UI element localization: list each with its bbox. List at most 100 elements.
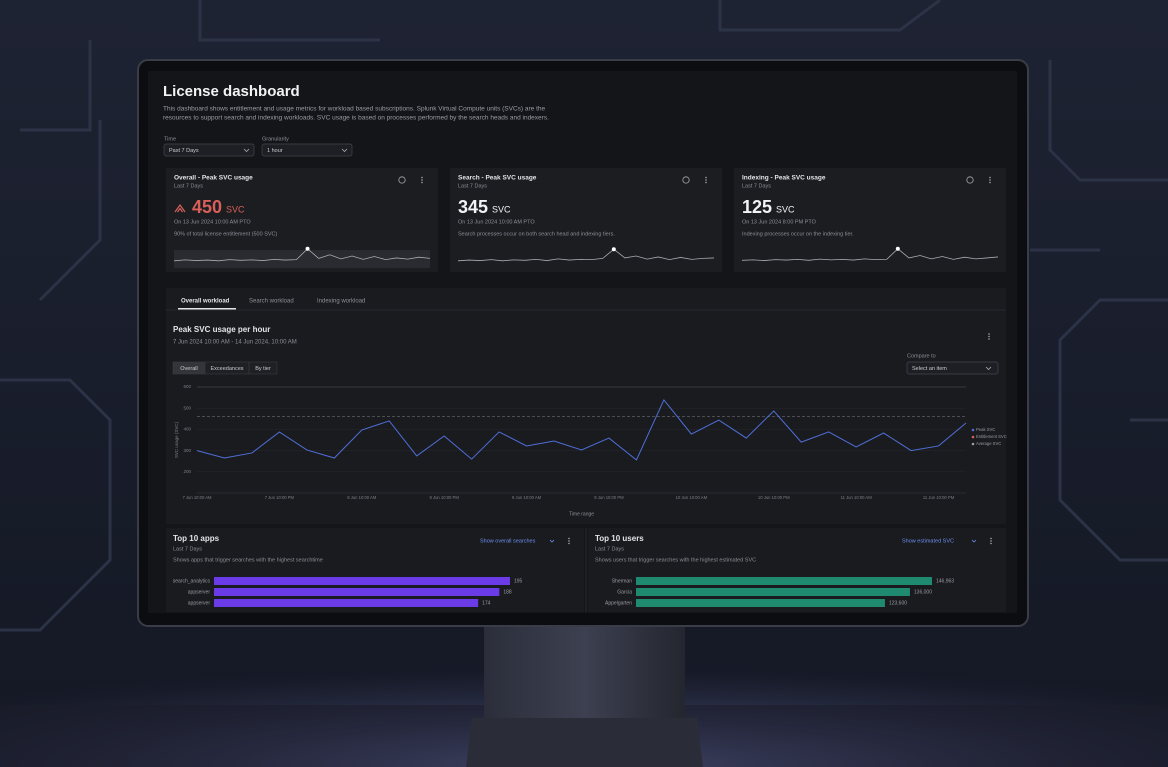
panel-description: Shows users that trigger searches with t…: [595, 557, 756, 563]
filter-select[interactable]: [163, 143, 255, 157]
info-icon[interactable]: [966, 176, 974, 184]
menu-dot: [421, 181, 423, 184]
top-panel: [166, 528, 584, 612]
card-note: Indexing processes occur on the indexing…: [742, 231, 854, 237]
sparkline-peak: [611, 247, 616, 252]
y-tick-label: 500: [183, 405, 191, 410]
bar: [214, 599, 479, 607]
line-series: [196, 398, 967, 461]
circuit-decor: [0, 0, 1168, 632]
toggle-label: Overall: [180, 366, 197, 372]
sparkline: [173, 248, 431, 262]
card-date: On 13 Jun 2024 10:00 AM PTO: [458, 219, 535, 225]
x-tick-label: 11 Jun 10:00 AM: [841, 495, 873, 500]
card-title: Overall - Peak SVC usage: [174, 175, 253, 182]
card-value: 345: [458, 197, 488, 217]
monitor-stand: [484, 620, 685, 720]
x-tick-label: 10 Jun 10:00 AM: [676, 495, 708, 500]
dropdown-caret: [971, 539, 977, 543]
sparkline-peak: [305, 246, 310, 251]
menu-dot: [989, 181, 991, 184]
menu-dot: [988, 333, 990, 335]
x-tick-label: 7 Jun 10:00 PM: [265, 495, 295, 500]
legend-swatch: [971, 428, 975, 432]
bar-label: Appelgarten: [605, 600, 632, 606]
tab-underline: [178, 308, 236, 310]
card-date: On 13 Jun 2024 10:00 AM PTO: [174, 219, 251, 225]
info-icon[interactable]: [682, 176, 690, 184]
menu-dot: [990, 540, 992, 542]
bar: [214, 588, 500, 596]
legend-label: Entitlement SVC: [976, 434, 1007, 439]
card-subtitle: Last 7 Days: [174, 183, 203, 189]
card-unit: SVC: [226, 204, 245, 214]
filter-label: Granularity: [262, 136, 289, 142]
panel-link[interactable]: Show overall searches: [480, 538, 536, 544]
menu-dot: [421, 176, 423, 179]
bar-value: 136,000: [914, 589, 932, 595]
compare-select[interactable]: [906, 361, 999, 375]
kpi-card: [450, 168, 722, 272]
y-axis-label: SVC usage (SVC): [174, 421, 179, 458]
menu-dot: [705, 181, 707, 184]
menu-dot: [990, 537, 992, 540]
panel-title: Top 10 users: [595, 534, 644, 543]
bar-label: Garcia: [617, 589, 632, 595]
monitor-base: [466, 718, 703, 767]
card-unit: SVC: [492, 204, 511, 214]
toggle-button[interactable]: [248, 361, 278, 375]
usage-panel: [166, 288, 1006, 524]
compare-label: Compare to: [907, 353, 936, 359]
bar-label: appserver: [188, 589, 211, 595]
card-unit: SVC: [776, 204, 795, 214]
card-title: Search - Peak SVC usage: [458, 175, 537, 182]
dropdown-caret: [243, 148, 250, 153]
kpi-card: [734, 168, 1006, 272]
legend-swatch: [971, 435, 975, 439]
menu-dot: [705, 179, 707, 181]
dropdown-caret: [549, 539, 555, 543]
filter-select[interactable]: [261, 143, 353, 157]
tab: Overall workload: [181, 299, 230, 305]
x-tick-label: 11 Jun 10:00 PM: [923, 495, 955, 500]
toggle-label: Exceedances: [210, 366, 243, 372]
filter-label: Time: [164, 136, 176, 142]
menu-dot: [989, 179, 991, 181]
x-tick-label: 7 Jun 10:00 AM: [182, 495, 212, 500]
sparkline-band: [174, 250, 430, 268]
y-tick-label: 200: [183, 469, 191, 474]
card-title: Indexing - Peak SVC usage: [742, 175, 826, 182]
panel-link[interactable]: Show estimated SVC: [902, 538, 954, 544]
y-tick-label: 300: [183, 448, 191, 453]
panel-title: Top 10 apps: [173, 534, 220, 543]
legend-swatch: [971, 442, 975, 446]
compare-value: Select an item: [912, 366, 947, 372]
x-tick-label: 9 Jun 10:00 AM: [512, 495, 542, 500]
tab: Search workload: [249, 299, 294, 305]
x-tick-label: 8 Jun 10:00 PM: [430, 495, 460, 500]
sparkline: [457, 248, 715, 262]
x-axis-label: Time range: [569, 511, 594, 517]
card-subtitle: Last 7 Days: [742, 183, 771, 189]
filter-value: Past 7 Days: [169, 148, 199, 154]
menu-dot: [705, 176, 707, 179]
bar-value: 195: [514, 578, 523, 584]
dashboard: License dashboard This dashboard shows en…: [163, 83, 1007, 612]
panel-subtitle: Last 7 Days: [595, 546, 624, 552]
bar: [636, 588, 910, 596]
dropdown-caret: [985, 366, 992, 371]
dropdown-caret: [341, 148, 348, 153]
menu-dot: [989, 176, 991, 179]
toggle-label: By tier: [255, 366, 271, 372]
menu-dot: [988, 338, 990, 340]
y-tick-label: 400: [183, 427, 191, 432]
bar-value: 188: [503, 589, 512, 595]
info-icon[interactable]: [398, 176, 406, 184]
card-note: Search processes occur on both search he…: [458, 231, 615, 237]
x-tick-label: 9 Jun 10:00 PM: [594, 495, 624, 500]
alert-icon: [174, 203, 186, 213]
bar-label: Sherman: [612, 578, 633, 584]
legend-label: Peak SVC: [976, 427, 995, 432]
